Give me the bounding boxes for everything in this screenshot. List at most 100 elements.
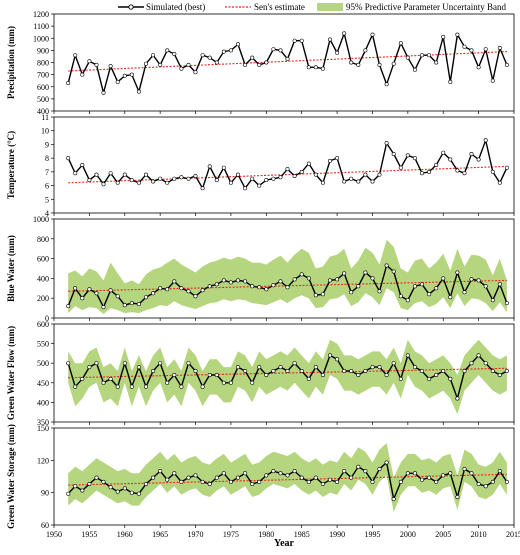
- data-point-temp: [101, 182, 106, 187]
- data-point-precip: [200, 53, 205, 58]
- data-point-gws: [377, 466, 382, 471]
- data-point-temp: [108, 171, 113, 176]
- panel-blue: 0 200 400 600 800 1000 Blue Water (mm): [6, 215, 515, 323]
- data-point-blue: [292, 277, 297, 282]
- data-point-gws: [335, 479, 340, 484]
- data-point-gwf: [207, 372, 212, 377]
- data-point-gwf: [455, 396, 460, 401]
- data-point-temp: [377, 172, 382, 177]
- data-point-precip: [151, 53, 156, 58]
- data-point-precip: [101, 90, 106, 95]
- data-point-gws: [87, 481, 92, 486]
- data-point-temp: [158, 176, 163, 181]
- data-point-temp: [136, 180, 141, 185]
- data-point-precip: [221, 49, 226, 54]
- data-point-blue: [384, 263, 389, 268]
- data-point-precip: [165, 48, 170, 53]
- data-point-gwf: [221, 380, 226, 385]
- data-point-gwf: [80, 376, 85, 381]
- data-point-precip: [292, 38, 297, 43]
- plot-frame-blue: [53, 218, 515, 319]
- data-point-gws: [80, 488, 85, 493]
- data-point-blue: [398, 294, 403, 299]
- data-point-temp: [236, 172, 241, 177]
- data-point-precip: [476, 65, 481, 70]
- data-point-gwf: [278, 365, 283, 370]
- y-tick-label-gwf: 350: [37, 418, 49, 427]
- panel-precip: 400 500 600 700 800 900 1000 1100 1200 Precipitat…: [6, 10, 515, 116]
- data-point-blue: [243, 279, 248, 284]
- data-point-blue: [441, 276, 446, 281]
- data-point-gws: [73, 484, 78, 489]
- data-point-gwf: [101, 380, 106, 385]
- data-point-blue: [66, 304, 71, 309]
- data-point-gwf: [122, 361, 127, 366]
- data-point-gwf: [342, 368, 347, 373]
- data-point-blue: [391, 269, 396, 274]
- data-point-temp: [342, 179, 347, 184]
- data-point-precip: [448, 79, 453, 84]
- data-point-precip: [370, 32, 375, 37]
- y-tick-label-precip: 700: [37, 71, 49, 80]
- data-point-gws: [243, 471, 248, 476]
- data-point-gwf: [356, 372, 361, 377]
- data-point-blue: [228, 280, 233, 285]
- data-point-precip: [73, 53, 78, 58]
- y-tick-label-precip: 1100: [33, 22, 49, 31]
- data-point-blue: [313, 293, 318, 298]
- data-point-blue: [349, 290, 354, 295]
- y-axis-label-gws: Green Water Storage (mm): [6, 424, 16, 529]
- data-point-gwf: [73, 384, 78, 389]
- data-point-blue: [483, 284, 488, 289]
- data-point-gwf: [257, 365, 262, 370]
- data-point-gws: [250, 481, 255, 486]
- y-tick-label-blue: 1000: [33, 215, 49, 224]
- data-point-gwf: [66, 361, 71, 366]
- data-point-blue: [158, 286, 163, 291]
- data-point-gws: [278, 471, 283, 476]
- y-tick-label-precip: 500: [37, 95, 49, 104]
- data-point-gwf: [292, 361, 297, 366]
- data-point-gwf: [391, 361, 396, 366]
- data-point-gws: [455, 494, 460, 499]
- data-point-gwf: [200, 384, 205, 389]
- data-point-gwf: [250, 380, 255, 385]
- data-point-precip: [455, 32, 460, 37]
- y-tick-label-blue: 200: [37, 294, 49, 303]
- data-point-temp: [73, 171, 78, 176]
- data-point-gws: [108, 485, 113, 490]
- data-point-gwf: [243, 368, 248, 373]
- data-point-blue: [419, 282, 424, 287]
- y-tick-label-temp: 6: [45, 182, 49, 191]
- data-point-gwf: [129, 384, 134, 389]
- data-point-temp: [271, 176, 276, 181]
- data-point-precip: [122, 73, 127, 78]
- x-tick-label: 1950: [46, 530, 62, 539]
- data-point-temp: [335, 156, 340, 161]
- data-point-temp: [186, 176, 191, 181]
- data-point-temp: [497, 180, 502, 185]
- data-point-precip: [94, 62, 99, 67]
- data-point-temp: [228, 180, 233, 185]
- x-tick-label: 1960: [117, 530, 133, 539]
- data-point-precip: [441, 34, 446, 39]
- data-point-temp: [243, 186, 248, 191]
- data-point-precip: [391, 61, 396, 66]
- data-point-temp: [200, 186, 205, 191]
- y-tick-label-precip: 900: [37, 46, 49, 55]
- y-tick-label-temp: 7: [45, 168, 49, 177]
- data-point-gwf: [228, 380, 233, 385]
- data-point-gwf: [87, 365, 92, 370]
- data-point-gws: [384, 460, 389, 465]
- data-point-temp: [327, 158, 332, 163]
- data-point-blue: [151, 291, 156, 296]
- data-point-gws: [136, 491, 141, 496]
- data-point-precip: [228, 48, 233, 53]
- data-point-blue: [469, 277, 474, 282]
- data-point-precip: [299, 38, 304, 43]
- data-point-gws: [434, 479, 439, 484]
- data-point-blue: [412, 284, 417, 289]
- data-point-blue: [327, 278, 332, 283]
- data-point-gwf: [136, 365, 141, 370]
- uncertainty-band-gwf: [68, 339, 507, 415]
